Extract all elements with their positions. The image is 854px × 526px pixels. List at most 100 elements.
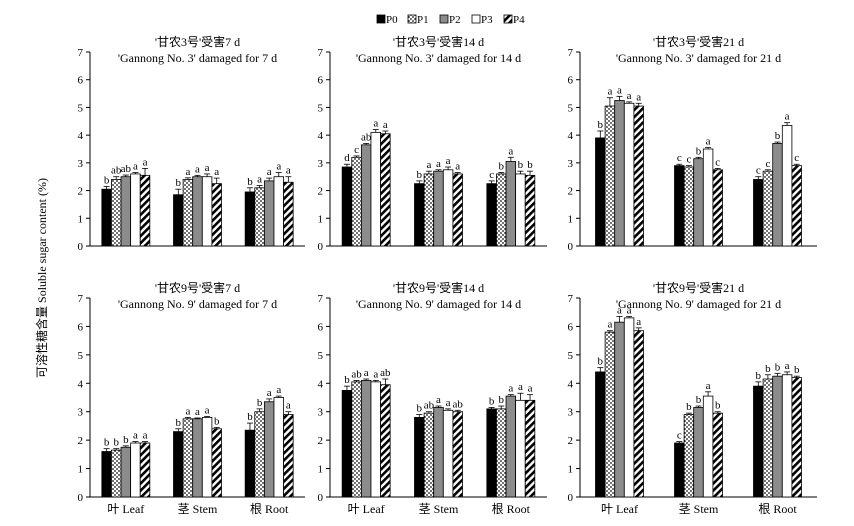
bar-p4: [524, 399, 536, 498]
bar-p2: [263, 180, 275, 247]
significance-letter: a: [267, 166, 272, 178]
bar-p2: [192, 176, 203, 247]
bar-p1: [351, 381, 362, 498]
significance-letter: a: [436, 158, 441, 170]
y-tick-label: 5: [318, 102, 324, 114]
significance-letter: a: [286, 165, 291, 177]
significance-letter: a: [627, 304, 632, 316]
significance-letter: b: [417, 169, 423, 181]
y-tick-label: 7: [568, 47, 574, 59]
legend-label-p2: P2: [449, 14, 461, 26]
bar-p3: [442, 409, 454, 498]
significance-letter: b: [214, 415, 220, 427]
significance-letter: b: [344, 374, 350, 386]
y-tick-label: 0: [318, 241, 324, 253]
bar-p1: [604, 331, 616, 498]
bar-p1: [182, 179, 194, 247]
significance-letter: a: [455, 161, 460, 173]
bar-p2: [120, 446, 132, 498]
significance-letter: a: [195, 163, 200, 175]
bar-p0: [341, 166, 353, 247]
bar-p1: [351, 156, 362, 247]
y-tick-label: 3: [318, 407, 324, 419]
y-axis-label: 可溶性糖含量 Soluble sugar content (%): [34, 178, 49, 378]
significance-letter: ab: [453, 398, 464, 410]
significance-letter: ab: [121, 163, 132, 175]
bar-p0: [595, 137, 606, 247]
chart-panel-6: 0 1 2 3 4 5 6 7 '甘农9号'受害21 d 'Gannong No. 9' dama…: [568, 280, 817, 516]
y-tick-label: 2: [318, 186, 324, 198]
panel-title-cn: '甘农9号'受害7 d: [155, 280, 240, 295]
bar-p2: [693, 158, 704, 247]
bar-p3: [781, 125, 793, 247]
bar-p4: [633, 105, 644, 247]
significance-letter: c: [794, 152, 799, 164]
bar-p1: [423, 173, 435, 247]
significance-letter: b: [498, 161, 504, 173]
bar-p1: [111, 179, 122, 247]
chart-legend: P0 P1 P2 P3 P4: [376, 14, 525, 26]
y-tick-label: 6: [568, 75, 574, 87]
legend-swatch-p3: [471, 14, 481, 24]
y-tick-label: 1: [568, 464, 574, 476]
significance-letter: b: [176, 417, 182, 429]
bar-p4: [283, 414, 294, 498]
significance-letter: b: [765, 363, 771, 375]
y-tick-label: 4: [318, 130, 324, 142]
significance-letter: ab: [380, 367, 391, 379]
y-tick-label: 1: [318, 464, 324, 476]
significance-letter: b: [598, 119, 604, 131]
y-tick-label: 3: [568, 407, 574, 419]
significance-letter: a: [446, 397, 451, 409]
y-tick-label: 5: [568, 350, 574, 362]
significance-letter: a: [185, 166, 190, 178]
y-tick-label: 2: [568, 435, 574, 447]
significance-letter: c: [354, 144, 359, 156]
bar-p1: [683, 414, 695, 498]
significance-letter: a: [446, 155, 451, 167]
bar-p1: [762, 170, 774, 247]
bar-p0: [753, 179, 764, 247]
bar-p1: [182, 418, 194, 498]
bar-p2: [192, 418, 203, 498]
significance-letter: a: [276, 161, 281, 173]
y-tick-label: 3: [78, 407, 84, 419]
panel-title-en: 'Gannong No. 9' damaged for 21 d: [616, 297, 781, 311]
y-tick-label: 7: [78, 47, 84, 59]
significance-letter: b: [686, 401, 692, 413]
chart-panel-2: 0 1 2 3 4 5 6 7 '甘农3号'受害14 d 'Gannong No. 3' dama…: [318, 34, 547, 253]
significance-letter: b: [775, 361, 781, 373]
bar-p2: [614, 321, 625, 498]
significance-letter: b: [775, 130, 781, 142]
bar-p3: [515, 173, 526, 247]
bar-p0: [414, 183, 425, 247]
y-tick-label: 1: [568, 213, 574, 225]
y-tick-label: 1: [318, 213, 324, 225]
significance-letter: b: [176, 177, 182, 189]
bar-p0: [674, 442, 685, 498]
significance-letter: a: [205, 162, 210, 174]
y-tick-label: 6: [78, 321, 84, 333]
significance-letter: a: [617, 304, 622, 316]
bar-p2: [360, 144, 372, 247]
significance-letter: a: [636, 91, 641, 103]
bar-p3: [273, 397, 284, 498]
bar-p4: [211, 183, 222, 247]
chart-panel-5: 0 1 2 3 4 5 6 7 '甘农9号'受害14 d 'Gannong No. 9' dama…: [318, 280, 547, 516]
significance-letter: c: [765, 158, 770, 170]
bar-p3: [623, 317, 635, 498]
bar-p4: [712, 169, 723, 247]
significance-letter: a: [143, 156, 148, 168]
significance-letter: c: [686, 154, 691, 166]
bar-p3: [702, 148, 714, 247]
y-tick-label: 3: [568, 158, 574, 170]
x-category-label: 根 Root: [492, 502, 531, 516]
bar-p3: [442, 169, 454, 247]
bar-p4: [380, 133, 391, 247]
significance-letter: b: [123, 434, 129, 446]
bar-p2: [263, 401, 275, 498]
bar-p2: [433, 407, 444, 498]
panel-title-en: 'Gannong No. 3' damaged for 7 d: [118, 51, 277, 65]
significance-letter: a: [607, 319, 612, 331]
significance-letter: c: [677, 152, 682, 164]
